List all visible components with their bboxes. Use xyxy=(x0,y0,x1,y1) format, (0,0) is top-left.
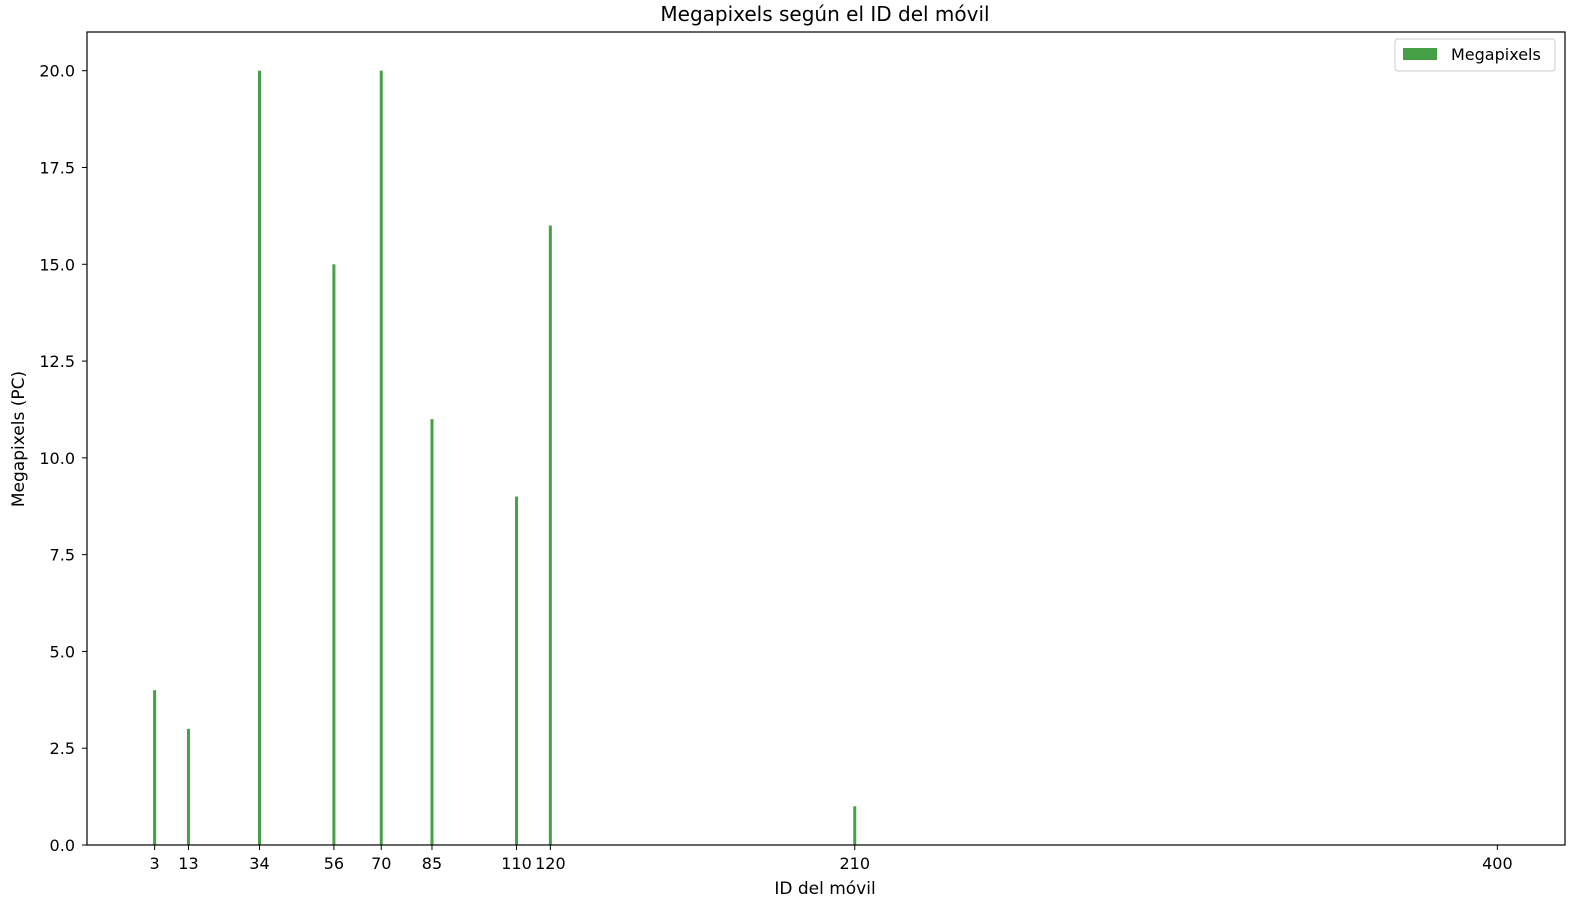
legend-swatch xyxy=(1403,48,1437,60)
bar-210 xyxy=(853,806,857,845)
x-tick-label: 34 xyxy=(249,854,269,873)
y-axis-label: Megapixels (PC) xyxy=(9,371,29,507)
plot-area xyxy=(87,32,1565,845)
y-tick-label: 20.0 xyxy=(39,62,75,81)
x-tick-label: 56 xyxy=(324,854,344,873)
plot-frame xyxy=(86,31,1566,846)
bar-13 xyxy=(186,728,190,845)
bar-110 xyxy=(515,496,519,845)
bar-56 xyxy=(332,264,336,845)
x-tick-label: 110 xyxy=(501,854,532,873)
bar-120 xyxy=(548,225,552,845)
bars-group xyxy=(153,70,857,845)
y-tick-label: 12.5 xyxy=(39,352,75,371)
bar-70 xyxy=(379,70,383,845)
legend-label: Megapixels xyxy=(1451,45,1541,64)
x-tick-label: 3 xyxy=(150,854,160,873)
bar-85 xyxy=(430,419,434,845)
x-axis-label: ID del móvil xyxy=(774,879,875,899)
y-tick-label: 10.0 xyxy=(39,449,75,468)
x-tick-label: 70 xyxy=(371,854,391,873)
y-tick-label: 17.5 xyxy=(39,159,75,178)
y-tick-label: 15.0 xyxy=(39,255,75,274)
bar-34 xyxy=(257,70,261,845)
legend: Megapixels xyxy=(1394,38,1556,72)
x-tick-label: 13 xyxy=(178,854,198,873)
y-axis-ticks: 0.0 2.5 5.0 7.5 10.0 12.5 15.0 17.5 20.0 xyxy=(39,62,87,855)
chart-title: Megapixels según el ID del móvil xyxy=(660,2,989,26)
x-tick-label: 210 xyxy=(839,854,870,873)
x-tick-label: 400 xyxy=(1482,854,1513,873)
y-tick-label: 2.5 xyxy=(50,739,75,758)
x-axis-ticks: 3 13 34 56 70 85 110 120 210 400 xyxy=(150,845,1513,873)
x-tick-label: 85 xyxy=(422,854,442,873)
y-tick-label: 0.0 xyxy=(50,836,75,855)
y-tick-label: 5.0 xyxy=(50,642,75,661)
y-tick-label: 7.5 xyxy=(50,546,75,565)
legend-box xyxy=(1394,38,1556,72)
x-tick-label: 120 xyxy=(535,854,566,873)
bar-3 xyxy=(153,690,157,845)
